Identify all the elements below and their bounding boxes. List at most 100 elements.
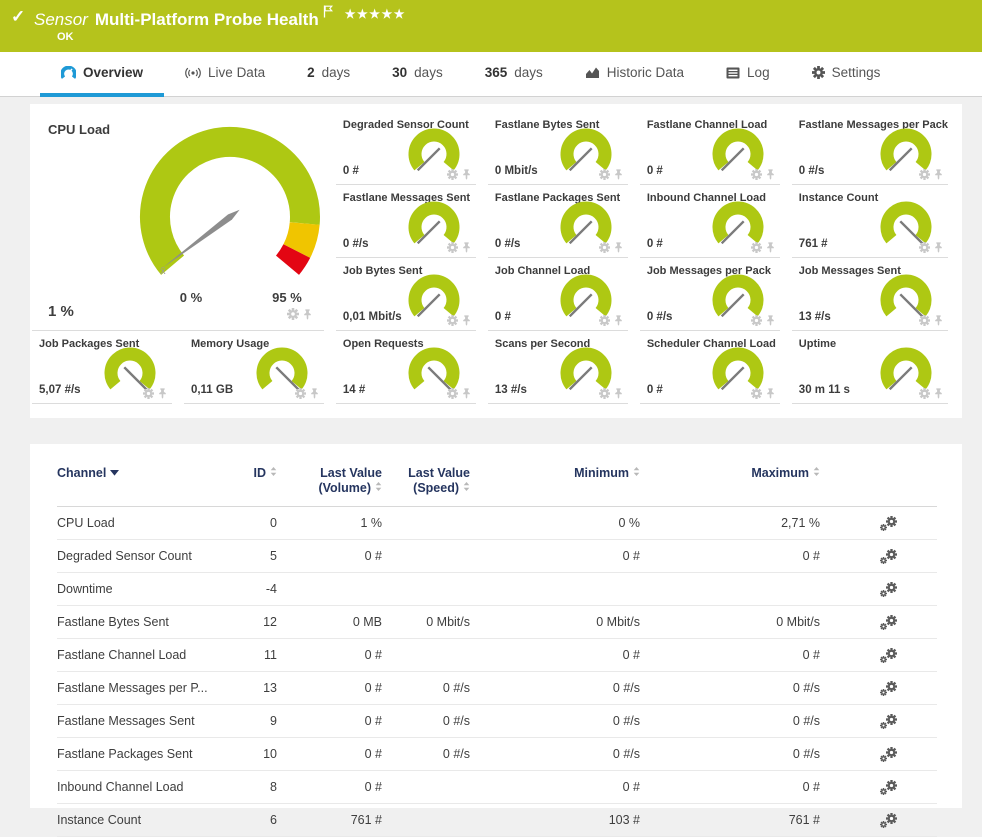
table-row-inbound-channel-load[interactable]: Inbound Channel Load 8 0 # 0 # 0 # bbox=[57, 771, 937, 804]
gear-icon[interactable] bbox=[919, 388, 930, 399]
gauge-instance-count[interactable]: Instance Count 761 # bbox=[791, 185, 948, 258]
gauge-fastlane-bytes-sent[interactable]: Fastlane Bytes Sent 0 Mbit/s bbox=[487, 112, 628, 185]
tab-2-days[interactable]: 2 days bbox=[286, 52, 371, 97]
gauge-title: Job Bytes Sent bbox=[342, 265, 423, 277]
pin-icon[interactable] bbox=[934, 242, 943, 253]
pin-icon[interactable] bbox=[614, 315, 623, 326]
gear-icon[interactable] bbox=[750, 315, 762, 326]
edit-channel-icon[interactable] bbox=[880, 746, 897, 762]
pin-icon[interactable] bbox=[766, 242, 775, 253]
pin-icon[interactable] bbox=[303, 309, 312, 320]
pin-icon[interactable] bbox=[614, 388, 623, 399]
gear-icon[interactable] bbox=[446, 242, 458, 253]
gear-icon[interactable] bbox=[750, 169, 762, 180]
gauge-scans-per-second[interactable]: Scans per Second 13 #/s bbox=[487, 331, 628, 404]
pin-icon[interactable] bbox=[934, 315, 943, 326]
table-row-fastlane-messages-per-p[interactable]: Fastlane Messages per P... 13 0 # 0 #/s 0 #/… bbox=[57, 672, 937, 705]
gauge-job-channel-load[interactable]: Job Channel Load 0 # bbox=[487, 258, 628, 331]
gauge-fastlane-messages-sent[interactable]: Fastlane Messages Sent 0 #/s bbox=[335, 185, 476, 258]
pin-icon[interactable] bbox=[462, 315, 471, 326]
pin-icon[interactable] bbox=[766, 388, 775, 399]
gear-icon[interactable] bbox=[286, 308, 299, 320]
gauge-job-messages-sent[interactable]: Job Messages Sent 13 #/s bbox=[791, 258, 948, 331]
sort-icon[interactable] bbox=[463, 482, 470, 491]
table-row-fastlane-channel-load[interactable]: Fastlane Channel Load 11 0 # 0 # 0 # bbox=[57, 639, 937, 672]
pin-icon[interactable] bbox=[462, 388, 471, 399]
pin-icon[interactable] bbox=[310, 388, 319, 399]
gear-icon[interactable] bbox=[750, 242, 762, 253]
edit-channel-icon[interactable] bbox=[880, 581, 897, 597]
gauge-job-packages-sent[interactable]: Job Packages Sent 5,07 #/s bbox=[32, 331, 172, 404]
gauge-uptime[interactable]: Uptime 30 m 11 s bbox=[791, 331, 948, 404]
sort-desc-icon[interactable] bbox=[110, 470, 120, 476]
sort-icon[interactable] bbox=[270, 467, 277, 476]
column-header-last-value-speed[interactable]: Last Value (Speed) bbox=[408, 466, 470, 495]
edit-channel-icon[interactable] bbox=[880, 614, 897, 630]
priority-stars[interactable]: ★★★★★ bbox=[344, 7, 407, 21]
tab-overview[interactable]: Overview bbox=[40, 52, 165, 97]
edit-channel-icon[interactable] bbox=[880, 713, 897, 729]
gauge-fastlane-packages-sent[interactable]: Fastlane Packages Sent 0 #/s bbox=[487, 185, 628, 258]
pin-icon[interactable] bbox=[766, 315, 775, 326]
gauge-scheduler-channel-load[interactable]: Scheduler Channel Load 0 # bbox=[639, 331, 780, 404]
gauge-fastlane-messages-per-pack[interactable]: Fastlane Messages per Pack 0 #/s bbox=[791, 112, 948, 185]
tab-live-data[interactable]: Live Data bbox=[164, 52, 286, 97]
edit-channel-icon[interactable] bbox=[880, 515, 897, 531]
gauge-memory-usage[interactable]: Memory Usage 0,11 GB bbox=[183, 331, 324, 404]
gear-icon[interactable] bbox=[598, 169, 610, 180]
sort-icon[interactable] bbox=[375, 482, 382, 491]
table-row-downtime[interactable]: Downtime -4 bbox=[57, 573, 937, 606]
gear-icon[interactable] bbox=[446, 315, 458, 326]
column-header-last-value-volume[interactable]: Last Value (Volume) bbox=[318, 466, 382, 495]
gear-icon[interactable] bbox=[598, 388, 610, 399]
column-header-id[interactable]: ID bbox=[222, 466, 277, 481]
tab-365-days[interactable]: 365 days bbox=[464, 52, 564, 97]
pin-icon[interactable] bbox=[614, 242, 623, 253]
pin-icon[interactable] bbox=[934, 169, 943, 180]
pin-icon[interactable] bbox=[462, 242, 471, 253]
gauge-inbound-channel-load[interactable]: Inbound Channel Load 0 # bbox=[639, 185, 780, 258]
edit-channel-icon[interactable] bbox=[880, 812, 897, 828]
gear-icon[interactable] bbox=[919, 242, 930, 253]
gear-icon[interactable] bbox=[446, 388, 458, 399]
table-row-fastlane-messages-sent[interactable]: Fastlane Messages Sent 9 0 # 0 #/s 0 #/s 0 #/… bbox=[57, 705, 937, 738]
tab-historic-data[interactable]: Historic Data bbox=[564, 52, 705, 97]
gear-icon[interactable] bbox=[919, 315, 930, 326]
gear-icon[interactable] bbox=[598, 315, 610, 326]
gauge-job-messages-per-pack[interactable]: Job Messages per Pack 0 #/s bbox=[639, 258, 780, 331]
pin-icon[interactable] bbox=[462, 169, 471, 180]
column-header-minimum[interactable]: Minimum bbox=[470, 466, 640, 481]
flag-icon[interactable] bbox=[323, 5, 333, 23]
pin-icon[interactable] bbox=[766, 169, 775, 180]
tab-settings[interactable]: Settings bbox=[791, 52, 902, 97]
sort-icon[interactable] bbox=[813, 467, 820, 476]
edit-channel-icon[interactable] bbox=[880, 647, 897, 663]
gear-icon[interactable] bbox=[750, 388, 762, 399]
edit-channel-icon[interactable] bbox=[880, 680, 897, 696]
tab-30-days[interactable]: 30 days bbox=[371, 52, 464, 97]
table-row-degraded-sensor-count[interactable]: Degraded Sensor Count 5 0 # 0 # 0 # bbox=[57, 540, 937, 573]
edit-channel-icon[interactable] bbox=[880, 779, 897, 795]
pin-icon[interactable] bbox=[934, 388, 943, 399]
pin-icon[interactable] bbox=[614, 169, 623, 180]
sort-icon[interactable] bbox=[633, 467, 640, 476]
gear-icon[interactable] bbox=[294, 388, 306, 399]
edit-channel-icon[interactable] bbox=[880, 548, 897, 564]
table-row-fastlane-packages-sent[interactable]: Fastlane Packages Sent 10 0 # 0 #/s 0 #/s 0 #… bbox=[57, 738, 937, 771]
table-row-fastlane-bytes-sent[interactable]: Fastlane Bytes Sent 12 0 MB 0 Mbit/s 0 Mbit/… bbox=[57, 606, 937, 639]
gauge-open-requests[interactable]: Open Requests 14 # bbox=[335, 331, 476, 404]
pin-icon[interactable] bbox=[158, 388, 167, 399]
gauge-job-bytes-sent[interactable]: Job Bytes Sent 0,01 Mbit/s bbox=[335, 258, 476, 331]
column-header-channel[interactable]: Channel bbox=[57, 466, 222, 481]
gear-icon[interactable] bbox=[142, 388, 154, 399]
gear-icon[interactable] bbox=[919, 169, 930, 180]
gear-icon[interactable] bbox=[598, 242, 610, 253]
table-row-cpu-load[interactable]: CPU Load 0 1 % 0 % 2,71 % bbox=[57, 507, 937, 540]
tab-log[interactable]: Log bbox=[705, 52, 791, 97]
table-row-instance-count[interactable]: Instance Count 6 761 # 103 # 761 # bbox=[57, 804, 937, 837]
gauge-cpu-load[interactable]: CPU Load x̄ 0 % 95 % 1 % bbox=[32, 112, 324, 331]
column-header-maximum[interactable]: Maximum bbox=[640, 466, 820, 481]
gear-icon[interactable] bbox=[446, 169, 458, 180]
gauge-degraded-sensor-count[interactable]: Degraded Sensor Count 0 # bbox=[335, 112, 476, 185]
gauge-fastlane-channel-load[interactable]: Fastlane Channel Load 0 # bbox=[639, 112, 780, 185]
